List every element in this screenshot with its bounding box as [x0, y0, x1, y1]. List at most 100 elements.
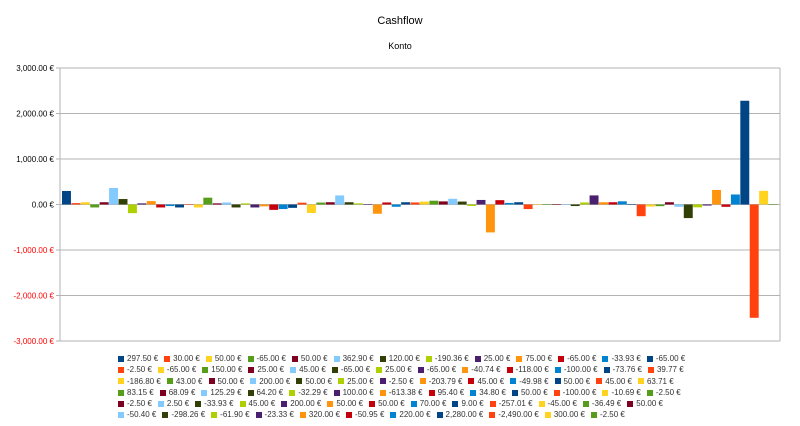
y-tick-label: -1,000.00 € [14, 246, 55, 255]
legend-item: -203.79 € [419, 376, 463, 387]
legend-swatch [468, 378, 475, 385]
legend-swatch [452, 400, 459, 407]
legend-item: -2,490.00 € [489, 409, 539, 420]
bar [599, 202, 608, 205]
legend-item: 362.90 € [333, 353, 374, 364]
legend-label: 362.90 € [342, 354, 374, 363]
bar [589, 195, 599, 205]
bar [476, 199, 486, 205]
bar [759, 190, 769, 205]
legend-item: -61.90 € [211, 409, 250, 420]
legend-label: 25.00 € [483, 354, 511, 363]
legend-swatch [290, 366, 297, 373]
legend-swatch [118, 412, 124, 419]
legend-item: -33.93 € [195, 398, 234, 409]
legend-item: 43.00 € [166, 376, 203, 387]
legend-label: -45.00 € [547, 399, 577, 409]
bar [80, 202, 90, 205]
legend-swatch [118, 400, 124, 407]
legend-label: -2.50 € [388, 376, 414, 386]
legend-label: 45.00 € [605, 376, 632, 386]
bar [533, 204, 543, 205]
legend-item: 120.00 € [379, 353, 420, 364]
bar [288, 204, 298, 208]
legend-label: 320.00 € [308, 410, 341, 420]
legend-swatch [291, 355, 298, 362]
legend-item: 2.50 € [157, 398, 189, 409]
legend-item: 297.50 € [118, 353, 158, 364]
legend-label: -65.00 € [166, 365, 197, 375]
legend-item: -50.40 € [118, 409, 156, 420]
legend-label: 220.00 € [399, 410, 431, 420]
bar [467, 204, 477, 206]
y-tick-label: 0.00 € [32, 201, 55, 210]
legend-label: 150.00 € [211, 365, 243, 375]
bar [363, 204, 373, 205]
legend-swatch [247, 389, 254, 396]
legend-label: 50.00 € [336, 399, 364, 409]
legend-item: -40.74 € [462, 364, 501, 375]
legend-swatch [166, 378, 173, 385]
bar [410, 202, 420, 205]
bar [269, 204, 279, 210]
legend-swatch [544, 412, 551, 419]
legend-label: 64.20 € [256, 387, 284, 397]
legend-label: 100.00 € [342, 387, 374, 397]
legend-label: 70.00 € [419, 399, 447, 409]
legend-item: -32.29 € [289, 387, 328, 398]
legend-label: 50.00 € [563, 376, 591, 386]
legend-swatch [510, 378, 517, 385]
bar [127, 204, 137, 214]
legend-label: 120.00 € [388, 354, 420, 363]
bar [118, 199, 128, 205]
legend-label: -73.76 € [612, 365, 642, 375]
legend-item: 45.00 € [239, 398, 275, 409]
bar [683, 204, 693, 219]
bar [354, 203, 364, 205]
legend-item: 50.00 € [554, 376, 591, 387]
bar [241, 203, 250, 205]
chart-title: Cashflow [377, 15, 422, 27]
legend-label: -10.69 € [611, 387, 641, 397]
legend-item: 70.00 € [410, 398, 447, 409]
bar [184, 204, 194, 205]
bar [344, 202, 354, 205]
legend-item: 63.71 € [637, 376, 674, 387]
legend-item: 320.00 € [299, 409, 341, 420]
bar [485, 204, 495, 233]
legend-swatch [281, 400, 288, 407]
legend-label: 45.00 € [299, 365, 326, 375]
bar [420, 201, 429, 205]
legend-item: -65.00 € [417, 364, 456, 375]
legend-label: -203.79 € [428, 376, 463, 386]
legend-label: -65.00 € [567, 354, 597, 363]
legend-item: -73.76 € [603, 364, 642, 375]
bar [580, 202, 590, 205]
legend-item: 68.09 € [159, 387, 195, 398]
legend-label: 25.00 € [257, 365, 285, 375]
bar [71, 203, 81, 205]
legend-swatch [162, 412, 169, 419]
legend-swatch [553, 389, 560, 396]
legend-item: 9.00 € [452, 398, 484, 409]
bar [608, 202, 618, 205]
legend-label: -186.80 € [127, 376, 161, 386]
y-tick-label: -2,000.00 € [14, 292, 55, 301]
bar [297, 202, 307, 205]
legend-swatch [201, 389, 208, 396]
legend-swatch [603, 366, 610, 373]
legend-swatch [239, 400, 246, 407]
legend-label: 297.50 € [127, 354, 159, 363]
legend-item: 50.00 € [327, 398, 363, 409]
legend-swatch [255, 412, 262, 419]
legend-swatch [118, 378, 124, 385]
legend-label: 30.00 € [173, 354, 200, 363]
legend-item: -65.00 € [558, 353, 596, 364]
bar [570, 204, 580, 207]
legend-label: -50.95 € [355, 410, 385, 420]
bar [382, 202, 392, 205]
legend-item: 25.00 € [248, 364, 284, 375]
legend-label: -49.98 € [519, 376, 549, 386]
legend-label: -33.93 € [204, 399, 234, 409]
